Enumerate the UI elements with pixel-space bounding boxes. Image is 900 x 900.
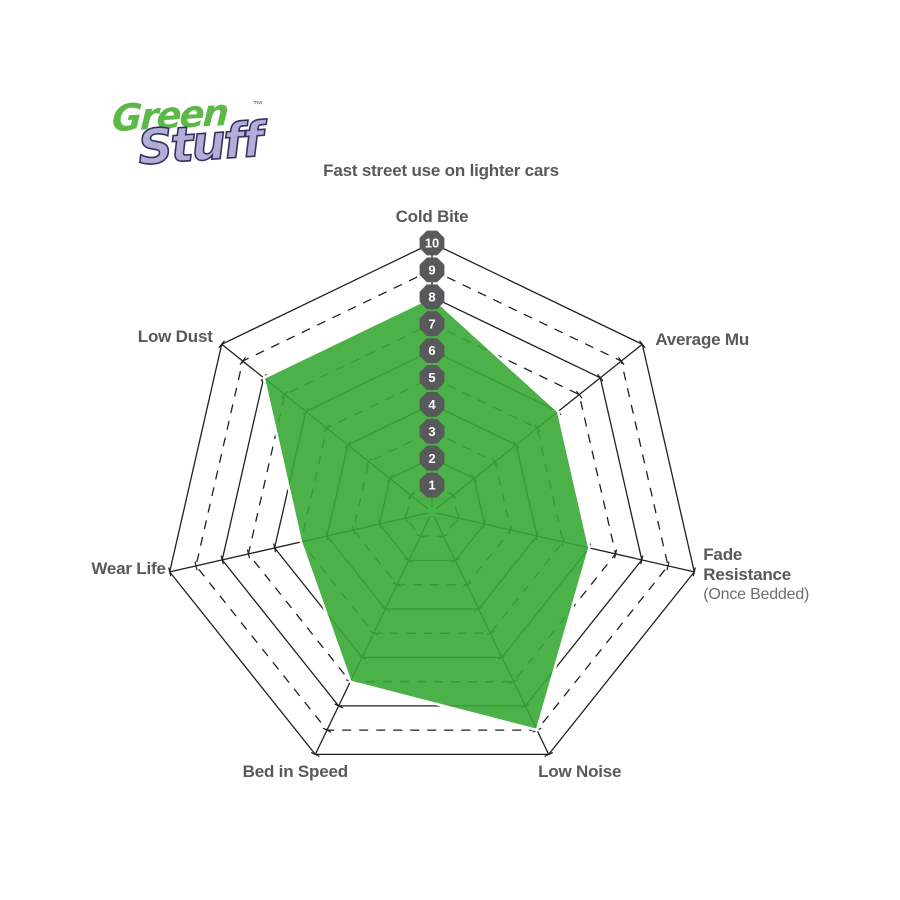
ring-tick (666, 561, 670, 571)
scale-badge-6 (419, 338, 445, 363)
grid-ring-9 (195, 269, 669, 731)
scale-badge-label-1: 1 (428, 478, 435, 493)
scale-badge-label-7: 7 (428, 316, 435, 331)
chart-subtitle: Fast street use on lighter cars (323, 161, 559, 180)
ring-tick (575, 390, 583, 399)
scale-badge-2 (419, 445, 445, 471)
ring-tick (618, 357, 625, 365)
scale-badge-label-2: 2 (428, 451, 435, 466)
grid-ring-10 (168, 242, 696, 756)
scale-badge-7 (419, 311, 445, 337)
grid-ring-8 (221, 296, 643, 707)
trademark-symbol: ™ (253, 100, 263, 111)
ring-tick (246, 549, 250, 559)
scale-badge-label-6: 6 (428, 343, 435, 358)
scale-badges: 1 2 3 4 5 6 7 8 9 10 (419, 230, 445, 498)
scale-badge-label-4: 4 (428, 397, 436, 412)
scale-badge-label-3: 3 (428, 424, 435, 439)
ring-tick (273, 543, 277, 553)
scale-badge-label-5: 5 (428, 370, 435, 385)
ring-tick (692, 567, 696, 577)
ring-tick (218, 340, 225, 349)
ring-tick (640, 555, 644, 565)
scale-badge-label-9: 9 (428, 263, 435, 278)
ring-tick (334, 703, 343, 709)
ring-tick (168, 567, 172, 577)
scale-badge-4 (419, 392, 445, 417)
brand-logo: Green Stuff ™ (108, 91, 283, 199)
scale-badge-3 (419, 418, 445, 444)
ring-tick (239, 357, 246, 365)
scale-badge-5 (419, 365, 445, 390)
scale-badge-label-8: 8 (428, 289, 435, 304)
ring-tick (310, 751, 320, 757)
ring-tick (220, 555, 224, 565)
ring-tick (544, 751, 554, 757)
ring-tick (322, 727, 332, 733)
ring-tick (194, 561, 198, 571)
scale-badge-1 (419, 472, 445, 498)
scale-badge-10 (419, 230, 445, 256)
scale-badge-label-10: 10 (425, 236, 439, 251)
ring-tick (639, 340, 646, 349)
ring-tick (614, 549, 618, 559)
scale-badge-8 (419, 284, 445, 310)
data-series-polygon (262, 295, 591, 732)
ring-tick (596, 373, 604, 382)
scale-badge-9 (419, 257, 445, 283)
